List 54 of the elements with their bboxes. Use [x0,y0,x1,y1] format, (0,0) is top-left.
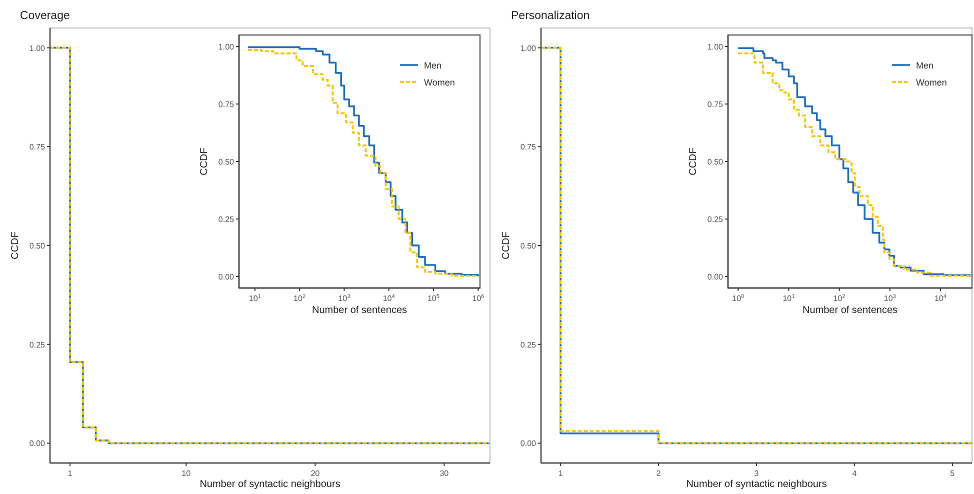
y-tick-label: 0.25 [29,340,46,350]
y-tick-label: 0.50 [707,158,724,166]
legend-label: Men [424,60,442,70]
x-tick-label: 10$^{1}$ [782,294,795,303]
x-tick-label: 10$^{3}$ [884,294,896,303]
x-tick-label: 10$^{3}$ [338,294,350,303]
y-tick-label: 0.50 [520,242,537,250]
x-tick-label: 10$^{4}$ [934,294,946,303]
x-axis-title: Number of syntactic neighbours [686,479,827,490]
y-tick-label: 0.25 [707,215,724,224]
y-tick-label: 0.00 [218,272,235,282]
chart-title: Personalization [511,10,590,22]
x-tick-label: 2 [656,469,662,478]
x-tick-label: 5 [950,469,956,478]
legend-label: Women [916,78,947,88]
y-tick-label: 0.75 [29,142,46,152]
x-tick-label: 1 [558,469,564,478]
x-tick-label: 20 [310,469,320,478]
x-tick-label: 3 [754,469,760,478]
y-tick-label: 0.25 [218,215,235,224]
x-tick-label: 10 [182,469,192,478]
x-tick-label: 10$^{1}$ [248,294,261,303]
x-axis-title: Number of sentences [312,305,408,316]
y-tick-label: 0.75 [707,100,724,109]
x-axis-title: Number of syntactic neighbours [200,479,340,490]
y-tick-label: 0.00 [29,439,46,448]
x-tick-label: 30 [440,469,450,478]
y-tick-label: 0.25 [520,340,537,350]
y-tick-label: 1.00 [218,42,235,52]
x-axis-title: Number of sentences [802,305,898,316]
y-tick-label: 1.00 [520,44,537,53]
legend-label: Women [424,78,455,88]
y-axis-title: CCDF [199,148,210,176]
x-tick-label: 10$^{2}$ [833,294,846,303]
y-axis-title: CCDF [10,232,21,260]
y-tick-label: 0.50 [29,242,46,250]
y-tick-label: 0.75 [218,100,235,109]
y-axis-title: CCDF [688,148,699,176]
y-tick-label: 1.00 [707,42,724,52]
x-tick-label: 10$^{6}$ [472,294,484,303]
x-tick-label: 1 [68,469,73,478]
y-tick-label: 0.75 [520,142,537,152]
chart-title: Coverage [20,10,70,22]
y-tick-label: 0.00 [707,272,724,282]
y-axis-title: CCDF [501,232,512,260]
x-tick-label: 10$^{5}$ [427,294,440,303]
y-tick-label: 0.50 [218,158,235,166]
x-tick-label: 10$^{2}$ [294,294,306,303]
y-tick-label: 0.00 [520,439,537,448]
x-tick-label: 10$^{4}$ [382,294,395,303]
legend-label: Men [916,60,934,70]
y-tick-label: 1.00 [29,44,46,53]
x-tick-label: 4 [852,469,858,478]
x-tick-label: 10$^{0}$ [732,294,744,303]
